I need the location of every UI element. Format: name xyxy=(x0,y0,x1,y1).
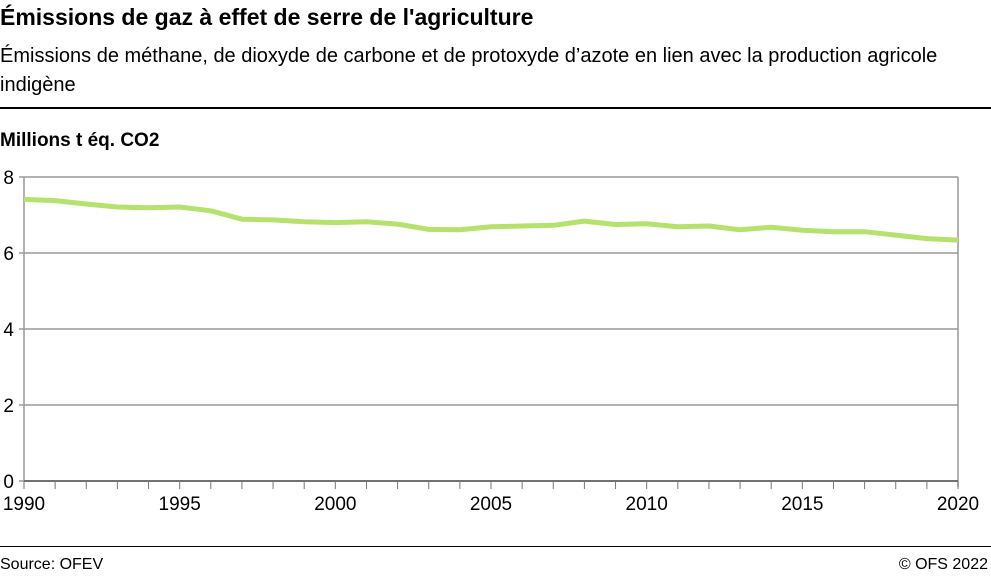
x-tick-label: 2020 xyxy=(937,494,979,515)
series-line xyxy=(23,196,959,243)
y-tick-label: 0 xyxy=(3,472,14,493)
x-tick-label: 2010 xyxy=(626,494,668,515)
source-note: Source: OFEV xyxy=(0,556,104,573)
copyright: © OFS 2022 xyxy=(898,556,988,573)
x-tick-label: 2015 xyxy=(781,494,823,515)
y-tick-label: 2 xyxy=(3,396,14,417)
x-tick-label: 1990 xyxy=(3,494,45,515)
x-tick-label: 2000 xyxy=(314,494,356,515)
footer-divider xyxy=(0,546,991,547)
chart-title: Émissions de gaz à effet de serre de l'a… xyxy=(0,4,534,30)
y-tick-label: 6 xyxy=(3,244,14,265)
line-chart: 0 2 4 6 8 1990 1995 2000 2005 2010 2015 2020 xyxy=(3,168,979,515)
x-tick-label: 2005 xyxy=(470,494,512,515)
x-tick-label: 1995 xyxy=(159,494,201,515)
chart-subtitle: Émissions de méthane, de dioxyde de carb… xyxy=(0,45,938,96)
y-tick-label: 8 xyxy=(3,168,14,189)
y-axis-label: Millions t éq. CO2 xyxy=(0,130,160,151)
y-tick-label: 4 xyxy=(3,320,14,341)
header-divider xyxy=(0,107,991,109)
